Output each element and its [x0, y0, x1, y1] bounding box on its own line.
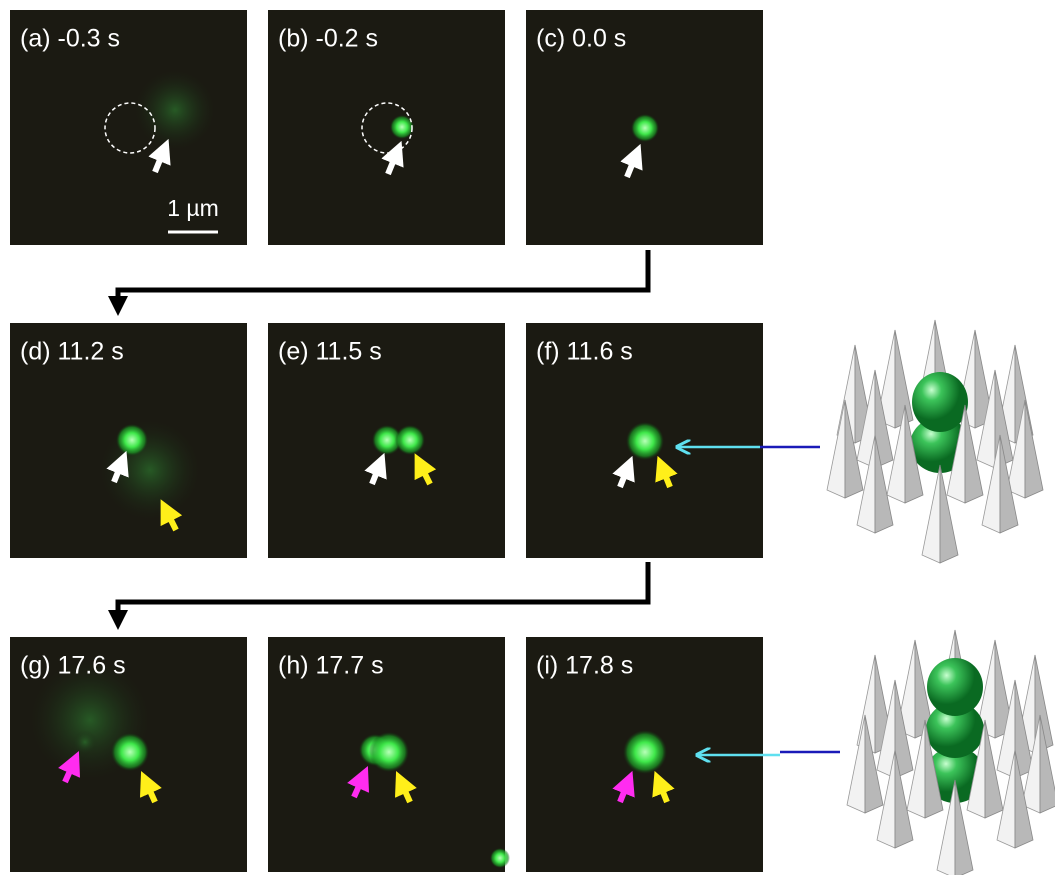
glow: [100, 420, 200, 520]
panel-label: (h) 17.7 s: [278, 652, 384, 680]
blob: [395, 425, 425, 455]
panel-label: (g) 17.6 s: [20, 652, 126, 680]
sphere: [927, 658, 983, 716]
blob: [631, 114, 659, 142]
blob: [369, 732, 409, 772]
panel-label: (b) -0.2 s: [278, 25, 378, 53]
schematic-trimer: [847, 630, 1055, 875]
schematic-dimer: [827, 320, 1043, 563]
flow-arrow: [118, 562, 648, 620]
figure: 1 µm (a) -0.3 s (b) -0.2 s (c) 0.0 s (d)…: [0, 0, 1055, 875]
panel-label: (e) 11.5 s: [278, 338, 382, 366]
panel-label: (d) 11.2 s: [20, 338, 124, 366]
blob-faint: [73, 730, 97, 754]
panel-label: (i) 17.8 s: [536, 652, 633, 680]
blob: [626, 422, 664, 460]
scale-bar-label: 1 µm: [167, 195, 219, 221]
blob: [490, 848, 510, 868]
blob: [111, 733, 149, 771]
sphere: [912, 372, 968, 432]
panel-label: (a) -0.3 s: [20, 25, 120, 53]
panel-label: (c) 0.0 s: [536, 25, 626, 53]
panel-label: (f) 11.6 s: [536, 338, 633, 366]
blob: [623, 730, 667, 774]
blob: [116, 424, 148, 456]
flow-arrow: [118, 250, 648, 306]
